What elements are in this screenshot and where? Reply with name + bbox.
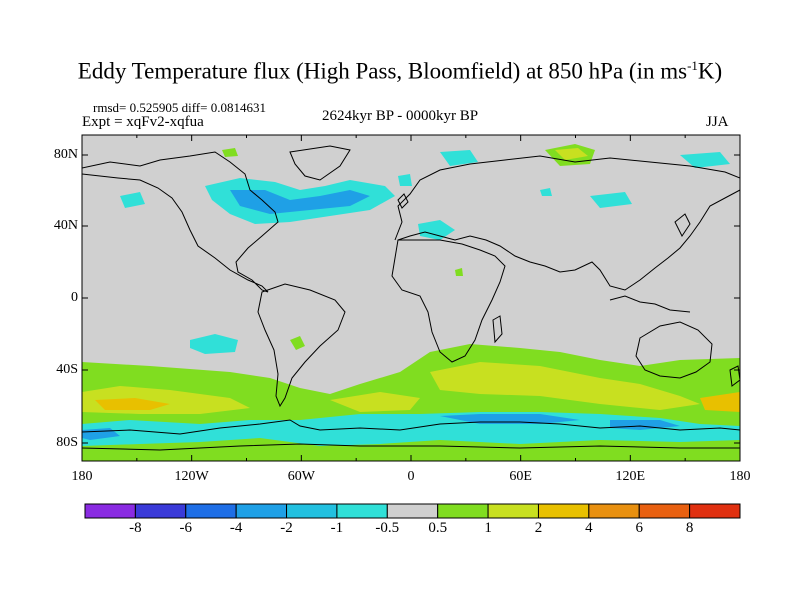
antarctic-blue-band (440, 414, 580, 424)
colorbar-swatch (336, 503, 388, 519)
europe-asia-coast (394, 155, 740, 241)
colorbar (84, 503, 741, 519)
colorbar-swatch (286, 503, 338, 519)
arctic-cyan-1 (440, 150, 478, 166)
colorbar-label: 4 (585, 520, 593, 536)
colorbar-label: -6 (179, 520, 193, 536)
colorbar-label: -4 (229, 520, 243, 536)
south-america-green (290, 336, 305, 350)
indonesia-coast (609, 295, 691, 313)
antarctica-coast (82, 419, 740, 435)
colorbar-label: 6 (635, 520, 643, 536)
antarctic-cyan-band (82, 412, 740, 446)
arctic-green (222, 148, 238, 157)
europe-cyan (398, 174, 412, 186)
colorbar-swatch (84, 503, 136, 519)
title-main: Eddy Temperature flux (High Pass, Bloomf… (77, 58, 688, 84)
arctic-cyan-2 (680, 152, 730, 168)
colorbar-label: -0.5 (375, 520, 400, 536)
longitude-label: 120W (174, 469, 209, 484)
colorbar-swatch (537, 503, 590, 519)
orange-patch-pacific (95, 398, 170, 410)
siberia-yellow (555, 148, 588, 160)
antarctica-coast-2 (82, 443, 740, 451)
north-pacific-cyan (120, 192, 145, 208)
coastlines (82, 145, 740, 451)
new-zealand-coast (729, 365, 740, 387)
australia-green (668, 364, 684, 376)
south-america-coast (257, 283, 346, 408)
colorbar-swatch (386, 503, 439, 519)
title-superscript: -1 (687, 58, 698, 73)
latitude-label: 40S (56, 362, 78, 377)
yellow-patch-indian (430, 362, 700, 410)
flux-shading (82, 144, 740, 461)
mediterranean-cyan (418, 220, 455, 240)
colorbar-label: 1 (484, 520, 492, 536)
north-america-coast (82, 151, 279, 293)
orange-patch-east (700, 392, 740, 412)
australia-coast (635, 321, 713, 379)
asia-cyan (590, 192, 632, 208)
north-atlantic-blue (230, 190, 370, 214)
yellow-patch-atlantic (330, 392, 420, 412)
experiment-label: Expt = xqFv2-xqfua (82, 114, 204, 130)
stats-text: rmsd= 0.525905 diff= 0.0814631 (93, 100, 266, 115)
colorbar-label: 2 (534, 520, 543, 536)
colorbar-swatch (487, 503, 539, 519)
longitude-label: 60W (287, 469, 315, 484)
uk-coast (397, 193, 409, 209)
colorbar-swatch (588, 503, 640, 519)
longitude-label: 60E (509, 469, 532, 484)
period-label: 2624kyr BP - 0000kyr BP (322, 108, 479, 124)
season-label: JJA (706, 114, 729, 130)
latitude-label: 80N (53, 147, 78, 162)
colorbar-swatch (134, 503, 187, 519)
longitude-label: 180 (729, 469, 751, 484)
plot-title: Eddy Temperature flux (High Pass, Bloomf… (0, 58, 800, 85)
colorbar-swatch (235, 503, 288, 519)
map-ticks (81, 135, 741, 461)
longitude-label: 0 (407, 469, 415, 484)
africa-coast (391, 239, 506, 363)
asia-south-coast (397, 189, 740, 291)
longitude-label: 180 (71, 469, 93, 484)
south-pacific-cyan (190, 334, 238, 354)
colorbar-label: -8 (129, 520, 142, 536)
antarctic-blue-band-2 (610, 420, 680, 430)
greenland-coast (289, 145, 351, 181)
colorbar-label: 0.5 (428, 520, 448, 536)
latitude-label: 0 (71, 290, 78, 305)
colorbar-swatch (638, 503, 691, 519)
africa-green (455, 268, 463, 276)
title-end: K) (697, 58, 723, 84)
colorbar-swatch (185, 503, 237, 519)
asia-cyan-2 (540, 188, 552, 196)
colorbar-label: -1 (330, 520, 344, 536)
japan-coast (674, 213, 691, 237)
latitude-label: 40N (53, 218, 78, 233)
latitude-label: 80S (56, 435, 78, 450)
colorbar-label: -2 (280, 520, 293, 536)
madagascar-coast (492, 315, 503, 344)
colorbar-swatch (689, 503, 741, 519)
colorbar-swatch (437, 503, 489, 519)
colorbar-label: 8 (685, 520, 694, 536)
longitude-label: 120E (615, 469, 646, 484)
